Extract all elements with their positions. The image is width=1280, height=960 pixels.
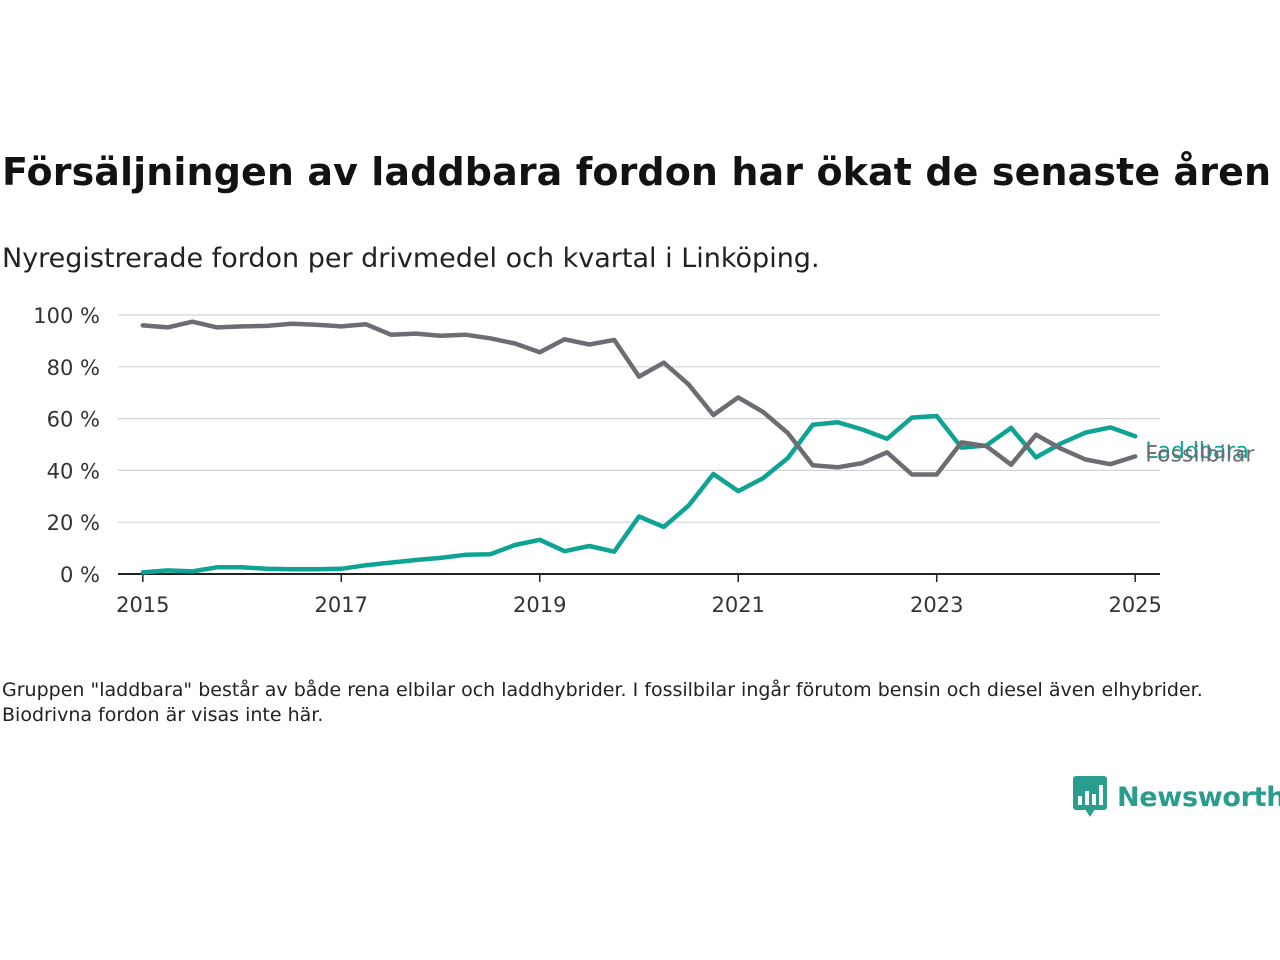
x-tick-label: 2015 xyxy=(116,593,169,617)
x-tick-label: 2021 xyxy=(712,593,765,617)
series-line-fossilbilar xyxy=(140,319,1138,477)
y-tick-label: 60 % xyxy=(47,408,100,432)
y-tick-label: 40 % xyxy=(47,459,100,483)
brand-name: Newsworthy xyxy=(1117,781,1280,813)
chart-title: Försäljningen av laddbara fordon har öka… xyxy=(2,150,1272,194)
x-tick-label: 2025 xyxy=(1108,593,1161,617)
line-chart: 0 % 20 % 40 % 60 % 80 % 100 % 2015 2017 2019 202… xyxy=(33,304,1255,617)
x-tick-label: 2023 xyxy=(910,593,963,617)
series-label-fossilbilar: Fossilbilar xyxy=(1145,442,1255,467)
chart-subtitle: Nyregistrerade fordon per drivmedel och … xyxy=(2,243,820,274)
y-tick-label: 20 % xyxy=(47,511,100,535)
grid-lines xyxy=(118,314,1160,523)
newsworthy-logo-icon xyxy=(1073,776,1107,817)
series-lines xyxy=(140,319,1138,575)
y-tick-label: 0 % xyxy=(60,563,100,587)
newsworthy-logo: Newsworthy xyxy=(1073,776,1280,818)
x-tick-label: 2017 xyxy=(315,593,368,617)
series-line-laddbara xyxy=(140,413,1138,575)
y-axis-tick-labels: 0 % 20 % 40 % 60 % 80 % 100 % xyxy=(33,304,100,587)
y-tick-label: 80 % xyxy=(47,356,100,380)
x-axis: 2015 2017 2019 2021 2023 2025 xyxy=(116,573,1162,617)
series-label-laddbara: Laddbara xyxy=(1145,439,1249,464)
x-tick-label: 2019 xyxy=(513,593,566,617)
footnote: Gruppen "laddbara" består av både rena e… xyxy=(2,679,1203,726)
y-tick-label: 100 % xyxy=(33,304,100,328)
